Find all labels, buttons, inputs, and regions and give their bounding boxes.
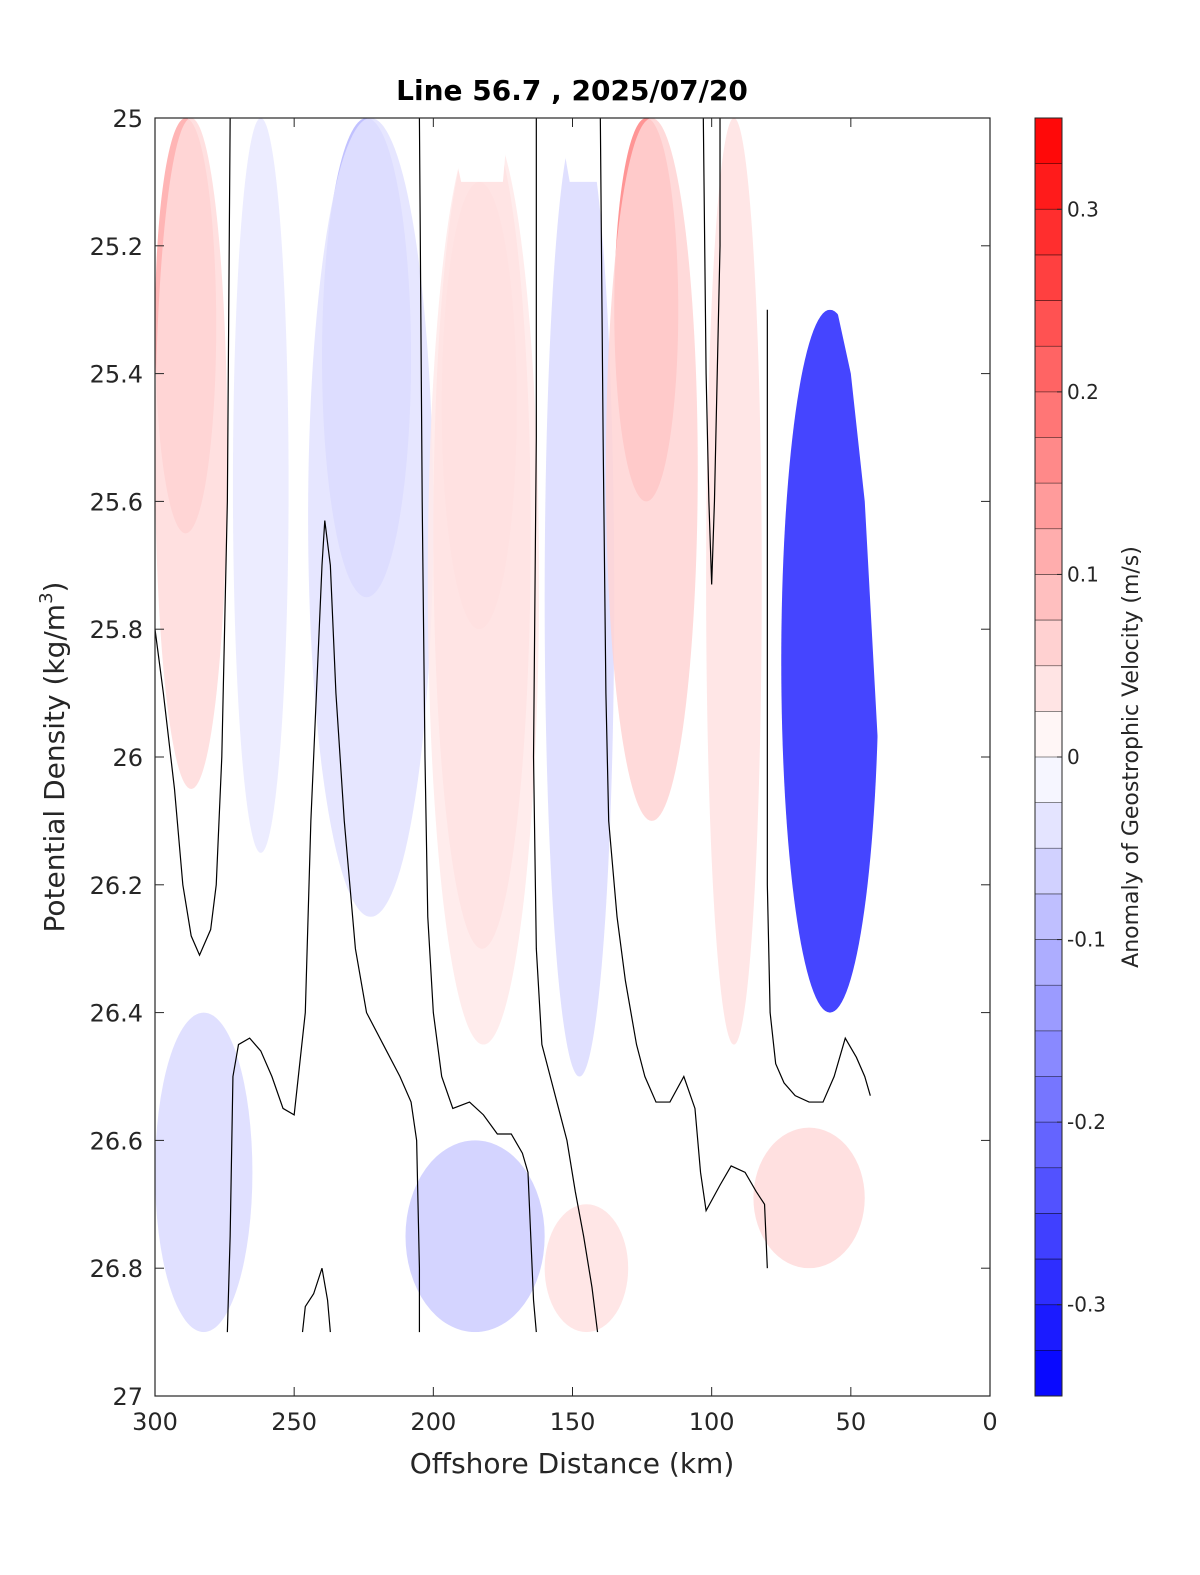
- colorbar-tick-label: 0.3: [1067, 197, 1099, 221]
- colorbar-segment: [1035, 1213, 1062, 1260]
- red-edge-180: [427, 118, 540, 1045]
- colorbar-segment: [1035, 163, 1062, 210]
- colorbar-segment: [1035, 574, 1062, 621]
- zero-contour-1: [155, 118, 231, 957]
- colorbar-segment: [1035, 1350, 1062, 1397]
- zero-contour-6: [599, 118, 768, 1269]
- red-lobe-290: [155, 118, 228, 789]
- x-tick-label: 100: [689, 1408, 735, 1436]
- blue-lobe-148: [544, 118, 615, 1077]
- blue-jet-55: [781, 309, 879, 1013]
- zero-contour-3: [301, 1268, 331, 1333]
- colorbar-segment: [1035, 483, 1062, 530]
- colorbar-segment: [1035, 1259, 1062, 1306]
- no-data-shelf-lower: [155, 1044, 990, 1396]
- colorbar-segment: [1035, 437, 1062, 484]
- x-axis-ticks: 300 250 200 150 100 50 0: [132, 118, 998, 1436]
- colorbar-tick-label: -0.2: [1067, 1110, 1106, 1134]
- colorbar-segment: [1035, 620, 1062, 667]
- zero-contour-2: [226, 520, 421, 1333]
- colorbar-segment: [1035, 985, 1062, 1032]
- zero-contour-8: [766, 309, 871, 1103]
- y-tick-label: 25.2: [90, 233, 143, 261]
- colorbar-segment: [1035, 848, 1062, 895]
- colorbar-tick-label: 0.2: [1067, 380, 1099, 404]
- zero-contour-5: [532, 118, 599, 1333]
- colorbar-segments: [1035, 117, 1062, 1397]
- y-tick-label: 26.4: [90, 1000, 143, 1028]
- y-tick-label: 26.6: [90, 1127, 143, 1155]
- y-tick-label: 25.4: [90, 361, 143, 389]
- x-tick-label: 200: [410, 1408, 456, 1436]
- y-tick-label: 25.6: [90, 488, 143, 516]
- colorbar-segment: [1035, 1122, 1062, 1169]
- red-deep-150: [544, 1204, 629, 1333]
- zero-contours: [155, 118, 871, 1333]
- x-tick-label: 300: [132, 1408, 178, 1436]
- colorbar-segment: [1035, 711, 1062, 758]
- red-deep-70: [753, 1127, 865, 1269]
- zero-contour-7: [702, 118, 721, 585]
- blue-lobe-225: [308, 118, 434, 917]
- y-axis-label-sup: 3: [36, 592, 57, 603]
- red-lobe-125: [605, 118, 698, 821]
- x-tick-label: 250: [271, 1408, 317, 1436]
- y-tick-label: 26.8: [90, 1255, 143, 1283]
- y-tick-label: 27: [112, 1383, 143, 1411]
- colorbar-segment: [1035, 1076, 1062, 1123]
- y-axis-ticks: 25 25.2 25.4 25.6 25.8 26 26.2 26.4 26.6 26.8 27: [90, 105, 990, 1411]
- zero-contour-4: [418, 118, 537, 1333]
- y-tick-label: 25.8: [90, 616, 143, 644]
- x-axis-label: Offshore Distance (km): [410, 1447, 735, 1480]
- colorbar-segment: [1035, 757, 1062, 804]
- colorbar-segment: [1035, 300, 1062, 347]
- y-tick-label: 26: [112, 744, 143, 772]
- colorbar: 0.3 0.2 0.1 0 -0.1 -0.2 -0.3 Anomaly of Geostr…: [1034, 117, 1144, 1397]
- colorbar-tick-label: 0.1: [1067, 562, 1099, 586]
- red-lobe-95: [706, 118, 762, 1045]
- colorbar-segment: [1035, 665, 1062, 712]
- blue-deep-290: [155, 1012, 253, 1333]
- no-data-shelf-upper: [720, 118, 990, 1333]
- y-axis-label-tail: ): [38, 582, 71, 593]
- colorbar-segment: [1035, 209, 1062, 256]
- x-tick-label: 0: [982, 1408, 997, 1436]
- x-tick-label: 150: [550, 1408, 596, 1436]
- no-data-top-1: [447, 118, 509, 182]
- colorbar-segment: [1035, 1304, 1062, 1351]
- blue-lobe-260: [232, 118, 289, 853]
- y-axis-label-text: Potential Density (kg/m: [38, 604, 71, 933]
- colorbar-tick-label: 0: [1067, 745, 1080, 769]
- colorbar-segment: [1035, 893, 1062, 941]
- velocity-fields: [155, 118, 879, 1333]
- colorbar-segment: [1035, 939, 1062, 986]
- no-data-regions: [155, 118, 990, 1396]
- colorbar-segment: [1035, 1167, 1062, 1214]
- y-tick-label: 26.2: [90, 872, 143, 900]
- colorbar-segment: [1035, 346, 1062, 393]
- colorbar-segment: [1035, 528, 1062, 575]
- colorbar-tick-label: -0.1: [1067, 928, 1106, 952]
- y-tick-label: 25: [112, 105, 143, 133]
- chart-title: Line 56.7 , 2025/07/20: [396, 74, 748, 107]
- plot-area: [154, 117, 991, 1397]
- colorbar-tick-label: -0.3: [1067, 1293, 1106, 1317]
- colorbar-segment: [1035, 1030, 1062, 1077]
- blue-deep-180: [405, 1140, 545, 1333]
- colorbar-segment: [1035, 391, 1062, 438]
- colorbar-segment: [1035, 118, 1062, 165]
- colorbar-segment: [1035, 254, 1062, 302]
- no-data-top-2: [558, 118, 612, 182]
- x-tick-label: 50: [836, 1408, 867, 1436]
- colorbar-label: Anomaly of Geostrophic Velocity (m/s): [1119, 546, 1144, 968]
- colorbar-ticks: 0.3 0.2 0.1 0 -0.1 -0.2 -0.3: [1057, 197, 1106, 1317]
- y-axis-label: Potential Density (kg/m3): [36, 582, 71, 933]
- colorbar-segment: [1035, 802, 1062, 849]
